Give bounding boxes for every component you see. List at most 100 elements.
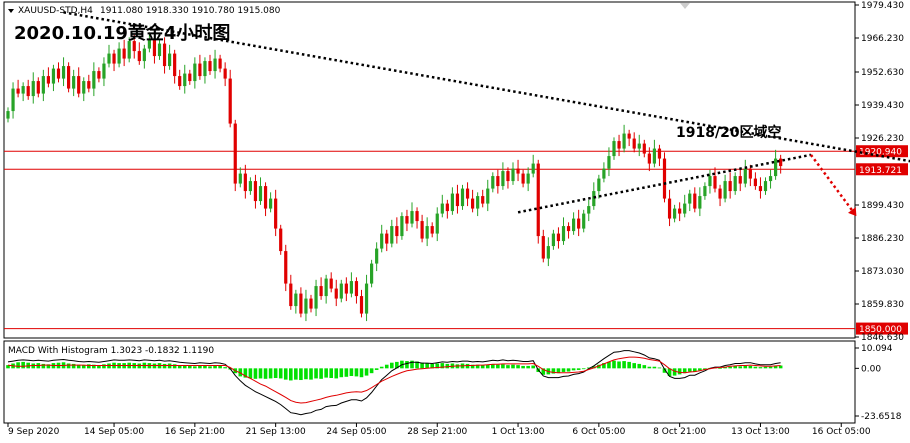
candle-body <box>753 178 757 187</box>
candle-body <box>738 176 742 184</box>
candle-body <box>561 226 566 242</box>
histogram-bar <box>778 365 783 369</box>
candle-body <box>344 283 348 294</box>
candle <box>72 69 76 97</box>
candle-body <box>72 76 76 89</box>
macd-header: MACD With Histogram 1.3023 -0.1832 1.119… <box>8 346 214 356</box>
candle-body <box>718 188 722 199</box>
candle <box>536 159 540 244</box>
histogram-bar <box>566 368 571 372</box>
candle <box>546 237 550 267</box>
candle <box>541 229 545 263</box>
histogram-bar <box>415 361 419 369</box>
macd-tick-label: -23.6518 <box>861 412 902 422</box>
candle <box>774 149 778 180</box>
candle <box>92 62 96 97</box>
candle <box>380 224 384 253</box>
candle <box>77 67 81 98</box>
histogram-bar <box>627 361 631 369</box>
candle <box>556 227 561 249</box>
candle-body <box>425 226 429 239</box>
scroll-marker-icon[interactable] <box>680 3 690 9</box>
candle-body <box>117 48 121 64</box>
histogram-bar <box>253 368 258 379</box>
trendlines <box>63 11 910 217</box>
time-tick-label: 16 Sep 21:00 <box>165 427 225 437</box>
candle <box>248 177 252 195</box>
candle-body <box>440 203 444 214</box>
candle-body <box>657 148 662 159</box>
candle-body <box>319 286 323 297</box>
histogram-bar <box>485 364 490 369</box>
candle <box>218 54 222 73</box>
candle-body <box>420 221 424 239</box>
price-tick-label: 1979.430 <box>861 1 904 11</box>
candle-body <box>223 68 227 79</box>
candle-body <box>248 181 252 192</box>
candle-body <box>31 81 35 97</box>
trendline[interactable] <box>63 11 910 168</box>
candle <box>274 189 278 237</box>
histogram-bar <box>294 368 298 380</box>
trendline[interactable] <box>809 154 858 217</box>
time-tick-label: 28 Sep 21:00 <box>407 427 467 437</box>
candle <box>390 219 394 248</box>
macd-indicator: 10.094 0.00 -23.6518 <box>6 344 902 422</box>
histogram-bar <box>425 363 429 369</box>
candle <box>405 209 409 232</box>
histogram-bar <box>76 364 81 369</box>
candle-body <box>263 186 268 209</box>
chevron-down-icon[interactable] <box>8 9 14 13</box>
time-tick-label: 9 Sep 2020 <box>8 427 60 437</box>
histogram-bar <box>728 366 732 369</box>
histogram-bar <box>92 364 96 369</box>
price-tick-label: 1886.230 <box>861 234 904 244</box>
candle-body <box>274 198 278 229</box>
candle <box>198 54 202 80</box>
histogram-bar <box>405 361 409 369</box>
candle <box>127 37 131 63</box>
candle-body <box>496 176 500 187</box>
candle <box>233 119 237 192</box>
histogram-bar <box>607 361 611 369</box>
candle <box>572 212 576 235</box>
candle <box>269 192 273 213</box>
candle-body <box>304 298 308 314</box>
candle-body <box>632 138 636 149</box>
histogram-bar <box>299 368 303 381</box>
candle-body <box>173 53 177 77</box>
candle <box>652 139 656 168</box>
candle <box>173 49 177 84</box>
candle-body <box>218 58 222 69</box>
candle-body <box>415 211 419 222</box>
axes: 1979.430 1966.230 1952.630 1939.430 1926.230… <box>7 1 904 437</box>
candle <box>667 189 672 227</box>
candle-body <box>693 193 697 209</box>
histogram-bar <box>81 365 86 369</box>
candle-body <box>405 216 409 224</box>
histogram-bar <box>369 368 374 374</box>
histogram-bar <box>496 364 500 369</box>
candle <box>758 177 763 199</box>
candle <box>157 39 162 60</box>
candle-body <box>334 288 338 299</box>
histogram-bar <box>480 365 485 369</box>
candle <box>67 62 71 93</box>
candle-body <box>627 133 631 139</box>
candle-body <box>577 218 581 229</box>
candle <box>582 209 586 233</box>
histogram-bar <box>506 365 510 369</box>
candle-body <box>390 226 394 244</box>
candle <box>455 184 460 214</box>
candle-body <box>673 208 677 219</box>
level-tag <box>856 145 908 158</box>
candle-body <box>122 48 126 59</box>
trendline[interactable] <box>517 153 812 214</box>
time-tick-label: 21 Sep 13:00 <box>246 427 306 437</box>
candle <box>41 69 45 102</box>
candle-body <box>612 141 616 157</box>
candle-body <box>551 233 555 247</box>
candle-body <box>188 73 192 82</box>
candle <box>193 57 197 89</box>
